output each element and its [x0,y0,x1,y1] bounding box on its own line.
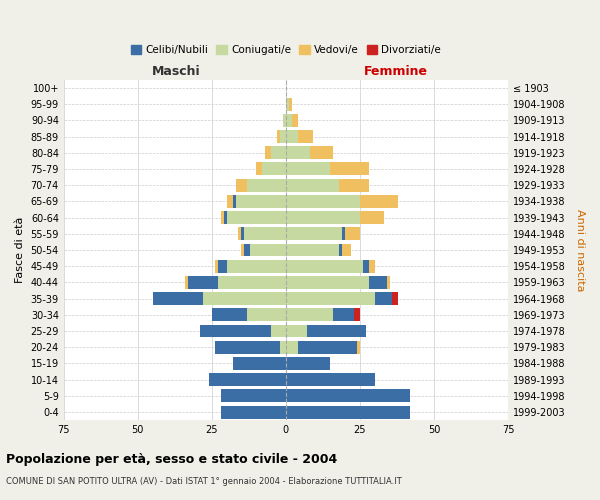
Text: COMUNE DI SAN POTITO ULTRA (AV) - Dati ISTAT 1° gennaio 2004 - Elaborazione TUTT: COMUNE DI SAN POTITO ULTRA (AV) - Dati I… [6,478,402,486]
Bar [244,228,286,240]
Y-axis label: Anni di nascita: Anni di nascita [575,208,585,291]
Bar [386,276,389,289]
Bar [286,98,289,110]
Bar [250,244,286,256]
Bar [233,357,286,370]
Bar [227,260,286,272]
Bar [221,390,286,402]
Bar [286,114,292,127]
Bar [286,162,330,175]
Bar [289,98,292,110]
Bar [286,390,410,402]
Bar [241,244,244,256]
Bar [369,260,374,272]
Bar [354,308,360,322]
Bar [247,178,286,192]
Legend: Celibi/Nubili, Coniugati/e, Vedovi/e, Divorziati/e: Celibi/Nubili, Coniugati/e, Vedovi/e, Di… [127,41,445,59]
Bar [209,373,286,386]
Bar [286,211,360,224]
Bar [310,146,333,159]
Text: Popolazione per età, sesso e stato civile - 2004: Popolazione per età, sesso e stato civil… [6,452,337,466]
Bar [283,114,286,127]
Bar [286,244,339,256]
Bar [280,130,286,143]
Bar [286,292,374,305]
Bar [286,373,374,386]
Bar [247,308,286,322]
Bar [339,244,342,256]
Bar [212,308,247,322]
Y-axis label: Fasce di età: Fasce di età [15,217,25,283]
Bar [286,178,339,192]
Bar [286,146,310,159]
Bar [369,276,386,289]
Bar [357,340,360,353]
Bar [277,130,280,143]
Bar [392,292,398,305]
Bar [342,244,351,256]
Bar [221,211,224,224]
Bar [224,211,227,224]
Bar [345,228,360,240]
Text: Maschi: Maschi [152,65,200,78]
Bar [271,146,286,159]
Bar [200,324,271,338]
Bar [241,228,244,240]
Bar [307,324,366,338]
Bar [227,195,233,208]
Bar [218,276,286,289]
Bar [271,324,286,338]
Bar [360,211,383,224]
Bar [280,340,286,353]
Bar [256,162,262,175]
Bar [292,114,298,127]
Text: Femmine: Femmine [364,65,427,78]
Bar [244,244,250,256]
Bar [286,406,410,418]
Bar [227,211,286,224]
Bar [339,178,369,192]
Bar [262,162,286,175]
Bar [360,195,398,208]
Bar [286,357,330,370]
Bar [298,130,313,143]
Bar [233,195,236,208]
Bar [185,276,188,289]
Bar [333,308,354,322]
Bar [298,340,357,353]
Bar [203,292,286,305]
Bar [221,406,286,418]
Bar [215,260,218,272]
Bar [286,308,333,322]
Bar [218,260,227,272]
Bar [286,228,342,240]
Bar [374,292,392,305]
Bar [286,276,369,289]
Bar [286,195,360,208]
Bar [152,292,203,305]
Bar [286,340,298,353]
Bar [286,324,307,338]
Bar [236,195,286,208]
Bar [188,276,218,289]
Bar [286,130,298,143]
Bar [363,260,369,272]
Bar [286,260,363,272]
Bar [215,340,280,353]
Bar [330,162,369,175]
Bar [265,146,271,159]
Bar [236,178,247,192]
Bar [342,228,345,240]
Bar [238,228,241,240]
